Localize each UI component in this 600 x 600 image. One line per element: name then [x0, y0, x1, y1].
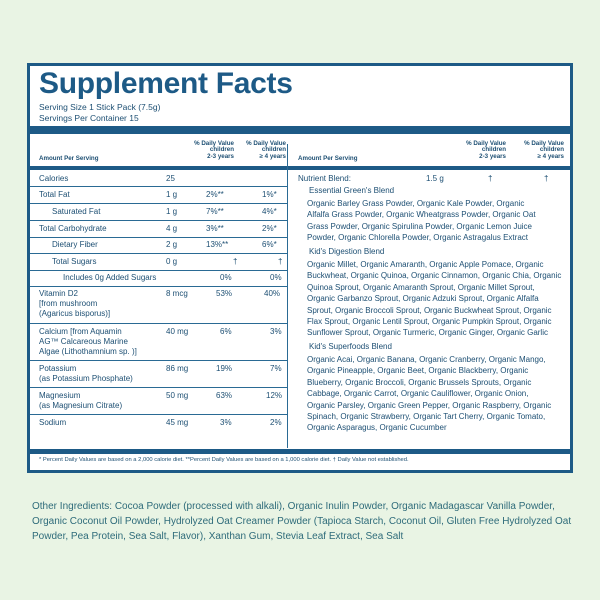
row-divider	[30, 360, 287, 361]
nutrient-dv-2-3: 53%	[216, 289, 233, 298]
thick-divider-bottom	[30, 449, 570, 454]
other-ingredients: Other Ingredients: Cocoa Powder (process…	[32, 501, 572, 543]
nutrient-dv-2-3: 63%	[216, 391, 233, 400]
thick-divider-header	[30, 166, 570, 170]
nutrient-name: Calcium [from Aquamin AG™ Calcareous Mari…	[39, 327, 137, 356]
nutrient-dv-4: 2%	[270, 418, 282, 427]
nutrient-dv-2-3: †	[233, 257, 238, 266]
nutrient-dv-4: 1%*	[262, 190, 277, 199]
row-divider	[30, 203, 287, 204]
nutrient-dv-4: 2%*	[262, 224, 277, 233]
nutrient-name: Vitamin D2 [from mushroom (Agaricus bispor…	[39, 289, 111, 318]
nutrient-blend-dv-2-3: †	[488, 174, 493, 183]
nutrient-dv-2-3: 7%**	[206, 207, 224, 216]
nutrient-dv-2-3: 0%	[220, 273, 232, 282]
nutrient-amount: 25	[166, 174, 175, 183]
dv-children-2-3-header: % Daily Value children 2-3 years	[194, 140, 234, 160]
column-separator	[287, 144, 288, 448]
nutrient-dv-4: 4%*	[262, 207, 277, 216]
nutrient-name: Total Sugars	[52, 257, 97, 266]
nutrient-amount: 0 g	[166, 257, 178, 266]
nutrient-amount: 86 mg	[166, 364, 189, 373]
nutrient-blend-amount: 1.5 g	[426, 174, 444, 183]
nutrient-name: Total Fat	[39, 190, 70, 199]
nutrient-amount: 4 g	[166, 224, 178, 233]
amount-per-serving-header: Amount Per Serving	[39, 155, 99, 162]
nutrient-dv-2-3: 2%**	[206, 190, 224, 199]
row-divider	[30, 270, 287, 271]
blend-heading: Kid's Superfoods Blend	[309, 342, 392, 351]
nutrient-amount: 45 mg	[166, 418, 189, 427]
nutrient-dv-2-3: 13%**	[206, 240, 229, 249]
dv-children-4-header: % Daily Value children ≥ 4 years	[246, 140, 286, 160]
nutrient-dv-4: †	[278, 257, 283, 266]
nutrient-amount: 1 g	[166, 207, 178, 216]
nutrient-dv-4: 6%*	[262, 240, 277, 249]
nutrient-dv-2-3: 3%**	[206, 224, 224, 233]
nutrient-name: Saturated Fat	[52, 207, 101, 216]
nutrient-amount: 1 g	[166, 190, 178, 199]
supplement-facts-panel: Supplement Facts Serving Size 1 Stick Pa…	[27, 63, 573, 473]
row-divider	[30, 237, 287, 238]
row-divider	[30, 220, 287, 221]
nutrient-amount: 2 g	[166, 240, 178, 249]
row-divider	[30, 286, 287, 287]
serving-size: Serving Size 1 Stick Pack (7.5g)	[39, 102, 161, 112]
page-title: Supplement Facts	[39, 67, 293, 100]
nutrient-blend-name: Nutrient Blend:	[298, 174, 351, 183]
blend-heading: Kid's Digestion Blend	[309, 247, 385, 256]
nutrient-dv-4: 0%	[270, 273, 282, 282]
nutrient-name: Total Carbohydrate	[39, 224, 107, 233]
blend-ingredients: Organic Barley Grass Powder, Organic Kal…	[307, 199, 536, 243]
row-divider	[30, 387, 287, 388]
nutrient-dv-2-3: 19%	[216, 364, 233, 373]
nutrient-amount: 50 mg	[166, 391, 189, 400]
nutrient-name: Includes 0g Added Sugars	[63, 273, 157, 282]
footnote: * Percent Daily Values are based on a 2,…	[39, 457, 409, 463]
nutrient-amount: 40 mg	[166, 327, 189, 336]
nutrient-dv-4: 7%	[270, 364, 282, 373]
thick-divider-top	[30, 126, 570, 134]
nutrient-dv-4: 40%	[264, 289, 281, 298]
nutrient-blend-dv-4: †	[544, 174, 549, 183]
amount-per-serving-header-right: Amount Per Serving	[298, 155, 358, 162]
blend-ingredients: Organic Acai, Organic Banana, Organic Cr…	[307, 355, 552, 433]
nutrient-name: Potassium (as Potassium Phosphate)	[39, 364, 133, 383]
blend-heading: Essential Green's Blend	[309, 186, 395, 195]
row-divider	[30, 414, 287, 415]
row-divider	[30, 186, 287, 187]
nutrient-name: Dietary Fiber	[52, 240, 98, 249]
nutrient-name: Sodium	[39, 418, 67, 427]
nutrient-amount: 8 mcg	[166, 289, 188, 298]
servings-per-container: Servings Per Container 15	[39, 113, 139, 123]
dv-children-4-header-right: % Daily Value children ≥ 4 years	[524, 140, 564, 160]
nutrient-dv-2-3: 3%	[220, 418, 232, 427]
nutrient-dv-4: 12%	[266, 391, 283, 400]
row-divider	[30, 323, 287, 324]
blend-ingredients: Organic Millet, Organic Amaranth, Organi…	[307, 260, 562, 338]
nutrient-dv-2-3: 6%	[220, 327, 232, 336]
row-divider	[30, 253, 287, 254]
dv-children-2-3-header-right: % Daily Value children 2-3 years	[466, 140, 506, 160]
nutrient-dv-4: 3%	[270, 327, 282, 336]
nutrient-name: Calories	[39, 174, 69, 183]
nutrient-name: Magnesium (as Magnesium Citrate)	[39, 391, 123, 410]
